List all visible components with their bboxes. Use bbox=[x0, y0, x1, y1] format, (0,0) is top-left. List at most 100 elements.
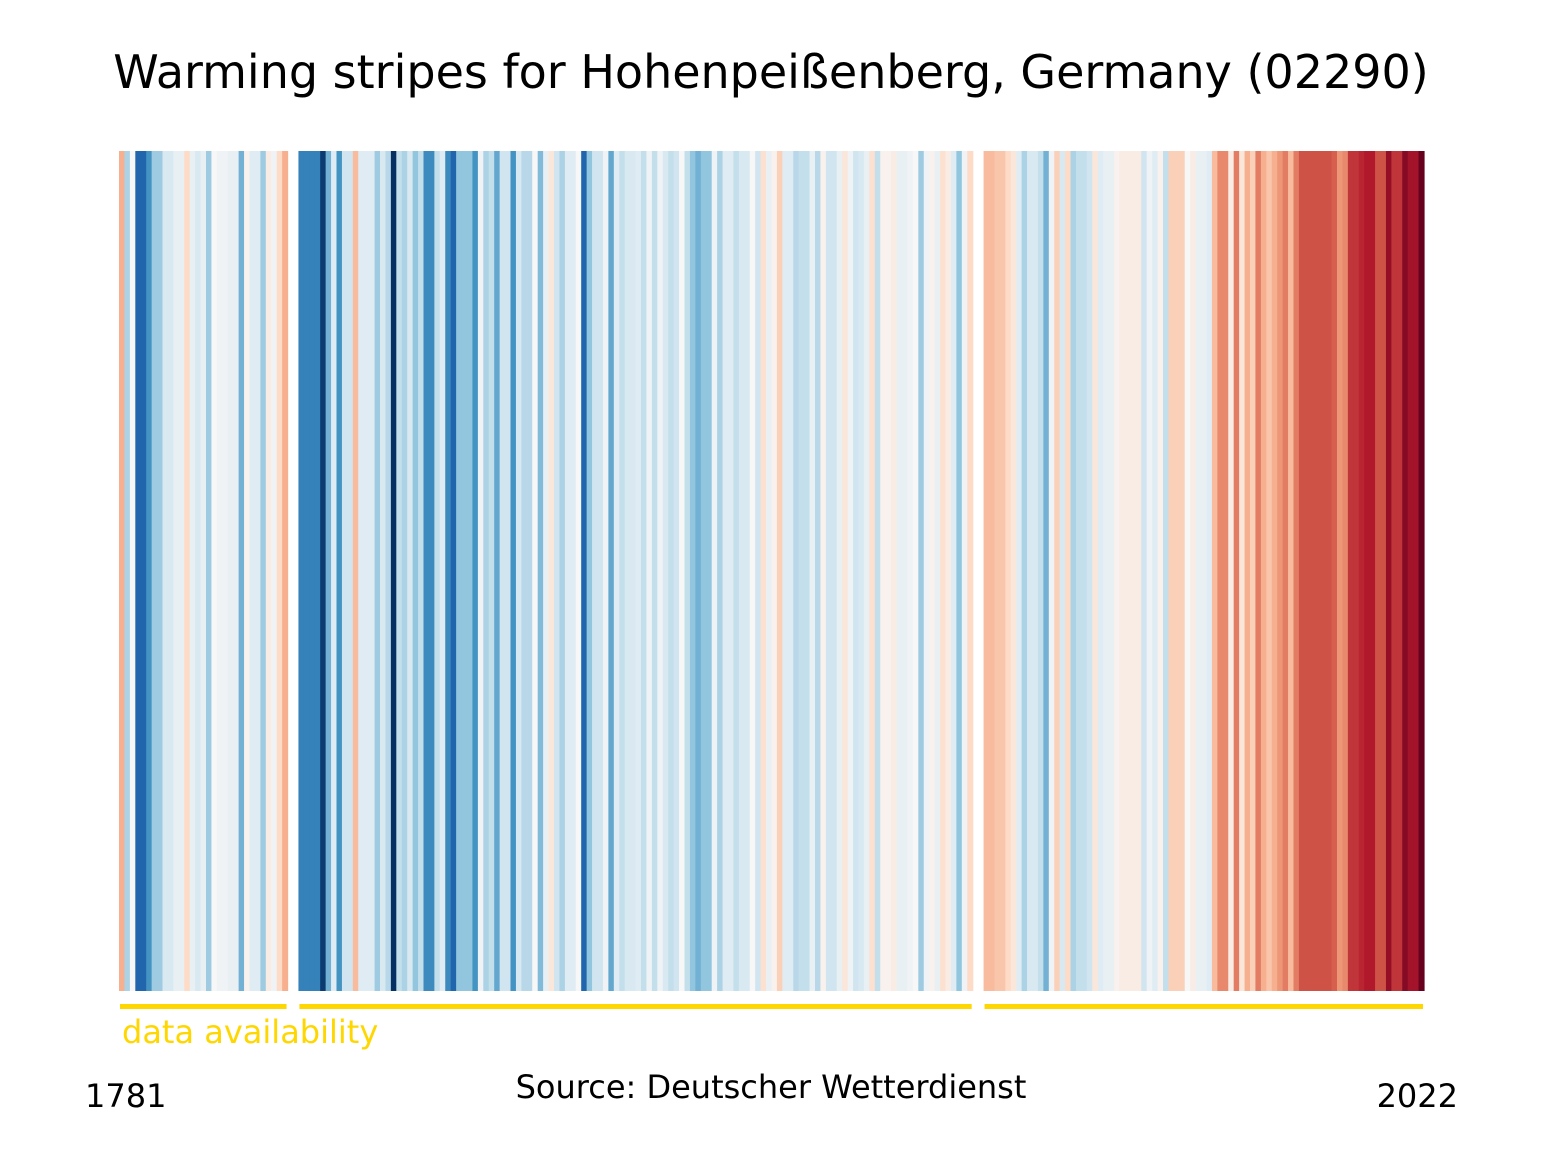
stripe-1791 bbox=[173, 151, 180, 991]
stripe-1842 bbox=[450, 151, 457, 991]
stripe-1952 bbox=[1048, 151, 1055, 991]
stripe-1930 bbox=[929, 151, 936, 991]
stripe-1881 bbox=[662, 151, 669, 991]
stripe-1957 bbox=[1076, 151, 1083, 991]
stripe-1907 bbox=[804, 151, 811, 991]
stripe-1998 bbox=[1298, 151, 1305, 991]
stripe-1966 bbox=[1124, 151, 1131, 991]
stripe-1793 bbox=[184, 151, 191, 991]
stripe-1840 bbox=[439, 151, 446, 991]
stripe-1961 bbox=[1097, 151, 1104, 991]
stripe-1857 bbox=[532, 151, 539, 991]
stripe-2004 bbox=[1331, 151, 1338, 991]
stripe-1962 bbox=[1103, 151, 1110, 991]
stripe-1831 bbox=[390, 151, 397, 991]
stripe-1804 bbox=[244, 151, 251, 991]
stripe-1859 bbox=[543, 151, 550, 991]
stripe-1940 bbox=[983, 151, 990, 991]
stripe-1824 bbox=[352, 151, 359, 991]
stripe-1880 bbox=[657, 151, 664, 991]
stripe-1822 bbox=[341, 151, 348, 991]
stripe-1827 bbox=[369, 151, 376, 991]
stripe-1915 bbox=[847, 151, 854, 991]
stripe-1790 bbox=[167, 151, 174, 991]
stripe-1899 bbox=[760, 151, 767, 991]
stripe-1830 bbox=[385, 151, 392, 991]
stripe-1811 bbox=[282, 151, 289, 991]
stripe-1782 bbox=[124, 151, 131, 991]
stripe-1971 bbox=[1152, 151, 1159, 991]
stripe-1884 bbox=[679, 151, 686, 991]
stripe-1852 bbox=[505, 151, 512, 991]
stripe-1846 bbox=[472, 151, 479, 991]
stripe-1964 bbox=[1114, 151, 1121, 991]
stripe-1994 bbox=[1277, 151, 1284, 991]
stripe-1834 bbox=[407, 151, 414, 991]
stripe-1924 bbox=[896, 151, 903, 991]
stripe-1816 bbox=[309, 151, 316, 991]
stripe-1862 bbox=[559, 151, 566, 991]
stripe-1983 bbox=[1217, 151, 1224, 991]
stripe-2017 bbox=[1402, 151, 1409, 991]
stripe-1902 bbox=[776, 151, 783, 991]
stripe-1861 bbox=[554, 151, 561, 991]
stripe-1818 bbox=[320, 151, 327, 991]
stripe-1953 bbox=[1054, 151, 1061, 991]
stripe-1826 bbox=[363, 151, 370, 991]
stripe-1937 bbox=[967, 151, 974, 991]
stripe-1803 bbox=[238, 151, 245, 991]
stripe-1935 bbox=[956, 151, 963, 991]
stripe-1810 bbox=[276, 151, 283, 991]
stripe-1847 bbox=[477, 151, 484, 991]
stripe-1835 bbox=[412, 151, 419, 991]
stripe-1872 bbox=[613, 151, 620, 991]
stripe-1873 bbox=[619, 151, 626, 991]
stripe-1795 bbox=[195, 151, 202, 991]
stripe-1896 bbox=[744, 151, 751, 991]
stripe-1849 bbox=[488, 151, 495, 991]
stripe-1988 bbox=[1244, 151, 1251, 991]
stripe-1832 bbox=[396, 151, 403, 991]
stripe-1823 bbox=[347, 151, 354, 991]
stripe-1805 bbox=[249, 151, 256, 991]
stripe-1828 bbox=[374, 151, 381, 991]
stripe-1799 bbox=[216, 151, 223, 991]
stripe-1987 bbox=[1239, 151, 1246, 991]
availability-label: data availability bbox=[122, 1013, 378, 1051]
stripe-1972 bbox=[1157, 151, 1164, 991]
stripe-2018 bbox=[1407, 151, 1414, 991]
stripe-1820 bbox=[331, 151, 338, 991]
stripe-1801 bbox=[227, 151, 234, 991]
stripe-1933 bbox=[945, 151, 952, 991]
stripe-1942 bbox=[994, 151, 1001, 991]
stripe-1955 bbox=[1065, 151, 1072, 991]
stripe-1941 bbox=[989, 151, 996, 991]
stripe-1981 bbox=[1206, 151, 1213, 991]
stripe-1797 bbox=[206, 151, 213, 991]
stripe-1914 bbox=[842, 151, 849, 991]
stripe-1854 bbox=[515, 151, 522, 991]
stripe-1934 bbox=[950, 151, 957, 991]
stripe-1865 bbox=[575, 151, 582, 991]
stripe-1829 bbox=[380, 151, 387, 991]
stripe-1844 bbox=[461, 151, 468, 991]
stripe-1781 bbox=[119, 151, 126, 991]
stripe-1809 bbox=[271, 151, 278, 991]
availability-bar-3 bbox=[984, 1004, 1423, 1009]
stripe-1895 bbox=[738, 151, 745, 991]
stripe-1798 bbox=[211, 151, 218, 991]
stripe-1833 bbox=[401, 151, 408, 991]
stripe-1814 bbox=[298, 151, 305, 991]
stripe-1968 bbox=[1135, 151, 1142, 991]
stripe-2015 bbox=[1391, 151, 1398, 991]
stripe-1912 bbox=[831, 151, 838, 991]
stripe-1845 bbox=[467, 151, 474, 991]
stripe-1892 bbox=[722, 151, 729, 991]
stripe-1936 bbox=[961, 151, 968, 991]
stripe-2016 bbox=[1396, 151, 1403, 991]
stripe-1883 bbox=[673, 151, 680, 991]
stripe-1890 bbox=[711, 151, 718, 991]
stripe-1878 bbox=[646, 151, 653, 991]
stripe-1947 bbox=[1021, 151, 1028, 991]
stripe-1975 bbox=[1173, 151, 1180, 991]
